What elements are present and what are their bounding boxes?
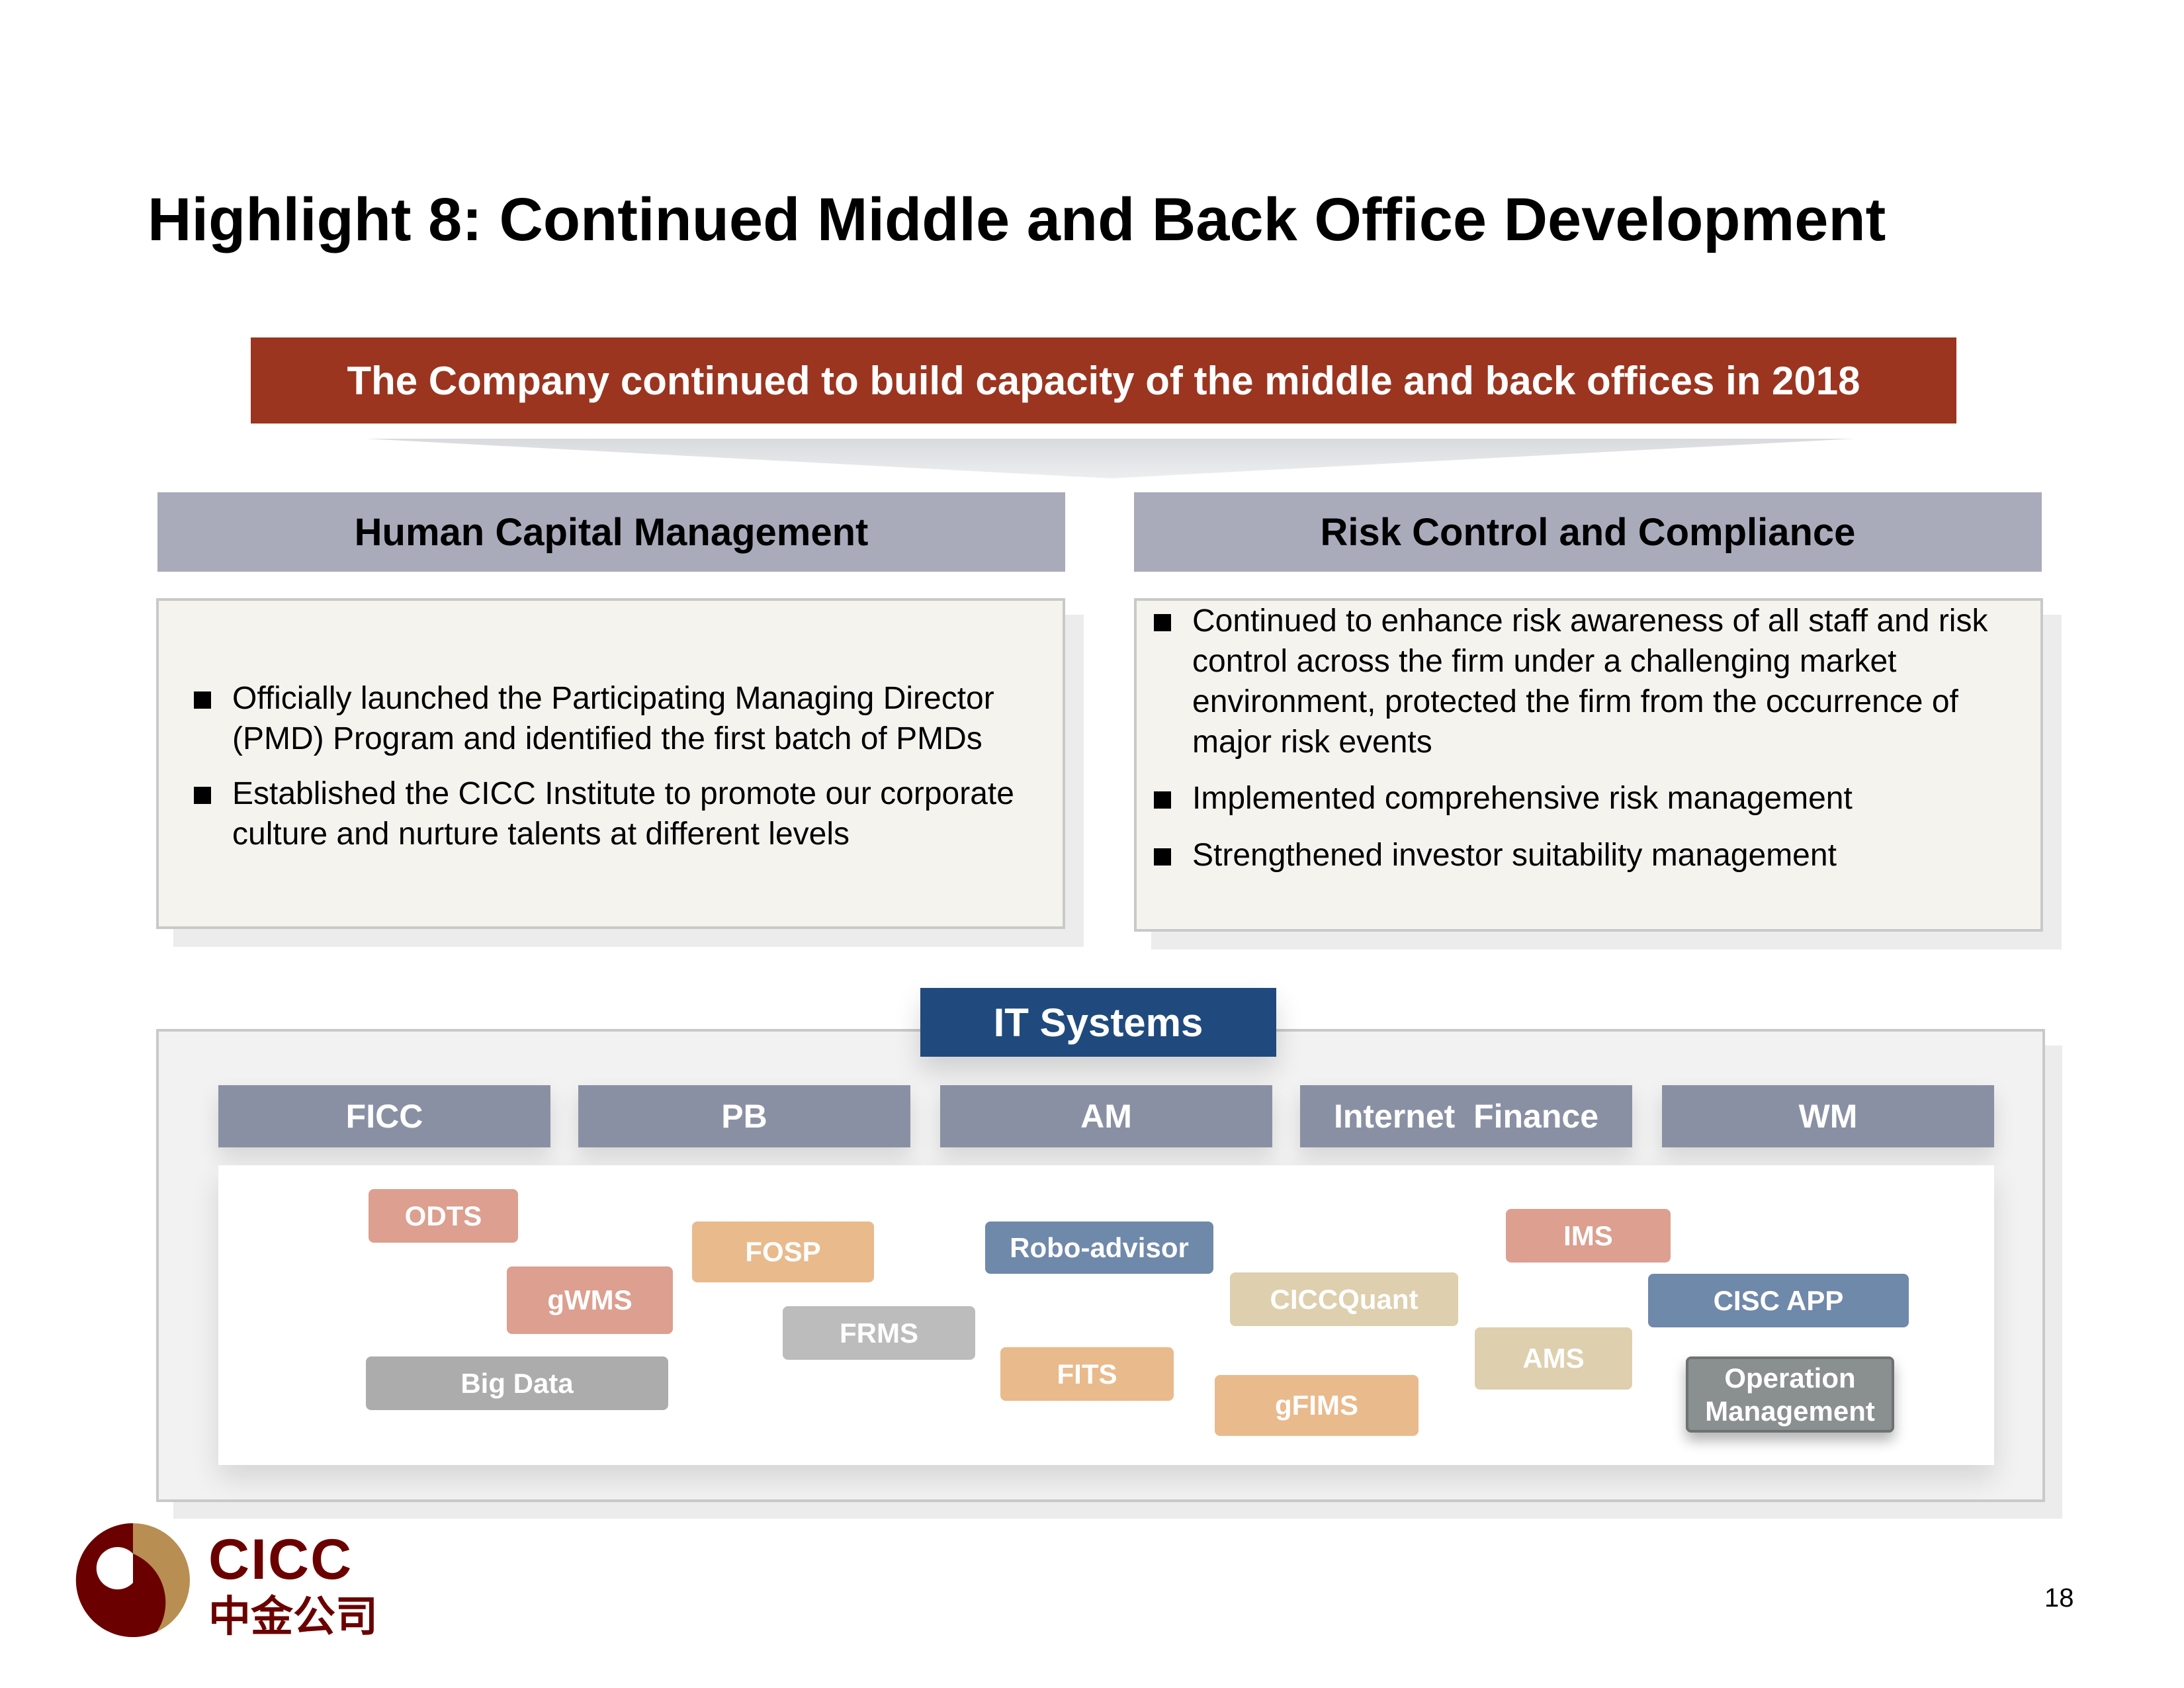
category-wm: WM <box>1662 1085 1994 1147</box>
bullet-square-icon <box>1154 848 1171 866</box>
category-am: AM <box>940 1085 1272 1147</box>
system-big-data: Big Data <box>366 1356 668 1410</box>
system-ams: AMS <box>1475 1327 1632 1390</box>
category-internet-finance: Internet Finance <box>1300 1085 1632 1147</box>
system-frms: FRMS <box>783 1306 975 1360</box>
category-pb: PB <box>578 1085 910 1147</box>
page-number: 18 <box>2044 1583 2074 1613</box>
risk-control-heading: Risk Control and Compliance <box>1134 492 2042 572</box>
bullet-item: Implemented comprehensive risk managemen… <box>1154 778 2046 819</box>
page-title: Highlight 8: Continued Middle and Back O… <box>148 186 1886 253</box>
system-operation-management: Operation Management <box>1686 1356 1894 1433</box>
system-ciccquant: CICCQuant <box>1230 1272 1458 1326</box>
it-systems-heading: IT Systems <box>920 988 1276 1057</box>
cicc-logo: CICC 中金公司 <box>75 1522 378 1642</box>
bullet-item: Continued to enhance risk awareness of a… <box>1154 601 2046 762</box>
risk-control-panel: Continued to enhance risk awareness of a… <box>1134 598 2043 932</box>
system-gwms: gWMS <box>507 1266 673 1334</box>
logo-text-en: CICC <box>208 1528 353 1591</box>
system-cisc-app: CISC APP <box>1648 1274 1909 1327</box>
system-robo-advisor: Robo-advisor <box>985 1222 1213 1274</box>
human-capital-panel: Officially launched the Participating Ma… <box>156 598 1065 929</box>
bullet-square-icon <box>1154 791 1171 809</box>
cicc-logo-icon <box>75 1523 190 1637</box>
bullet-square-icon <box>194 691 211 709</box>
chevron-divider <box>366 439 1855 478</box>
bullet-square-icon <box>194 787 211 804</box>
system-odts: ODTS <box>369 1189 518 1243</box>
summary-banner: The Company continued to build capacity … <box>251 337 1956 423</box>
category-ficc: FICC <box>218 1085 550 1147</box>
bullet-item: Established the CICC Institute to promot… <box>194 774 1059 854</box>
system-fosp: FOSP <box>692 1222 874 1282</box>
system-gfims: gFIMS <box>1215 1375 1419 1436</box>
bullet-square-icon <box>1154 614 1171 631</box>
system-ims: IMS <box>1506 1209 1671 1263</box>
logo-text-cn: 中金公司 <box>208 1593 378 1640</box>
bullet-item: Officially launched the Participating Ma… <box>194 678 1059 759</box>
human-capital-heading: Human Capital Management <box>157 492 1065 572</box>
bullet-item: Strengthened investor suitability manage… <box>1154 835 2046 875</box>
system-fits: FITS <box>1000 1347 1174 1401</box>
